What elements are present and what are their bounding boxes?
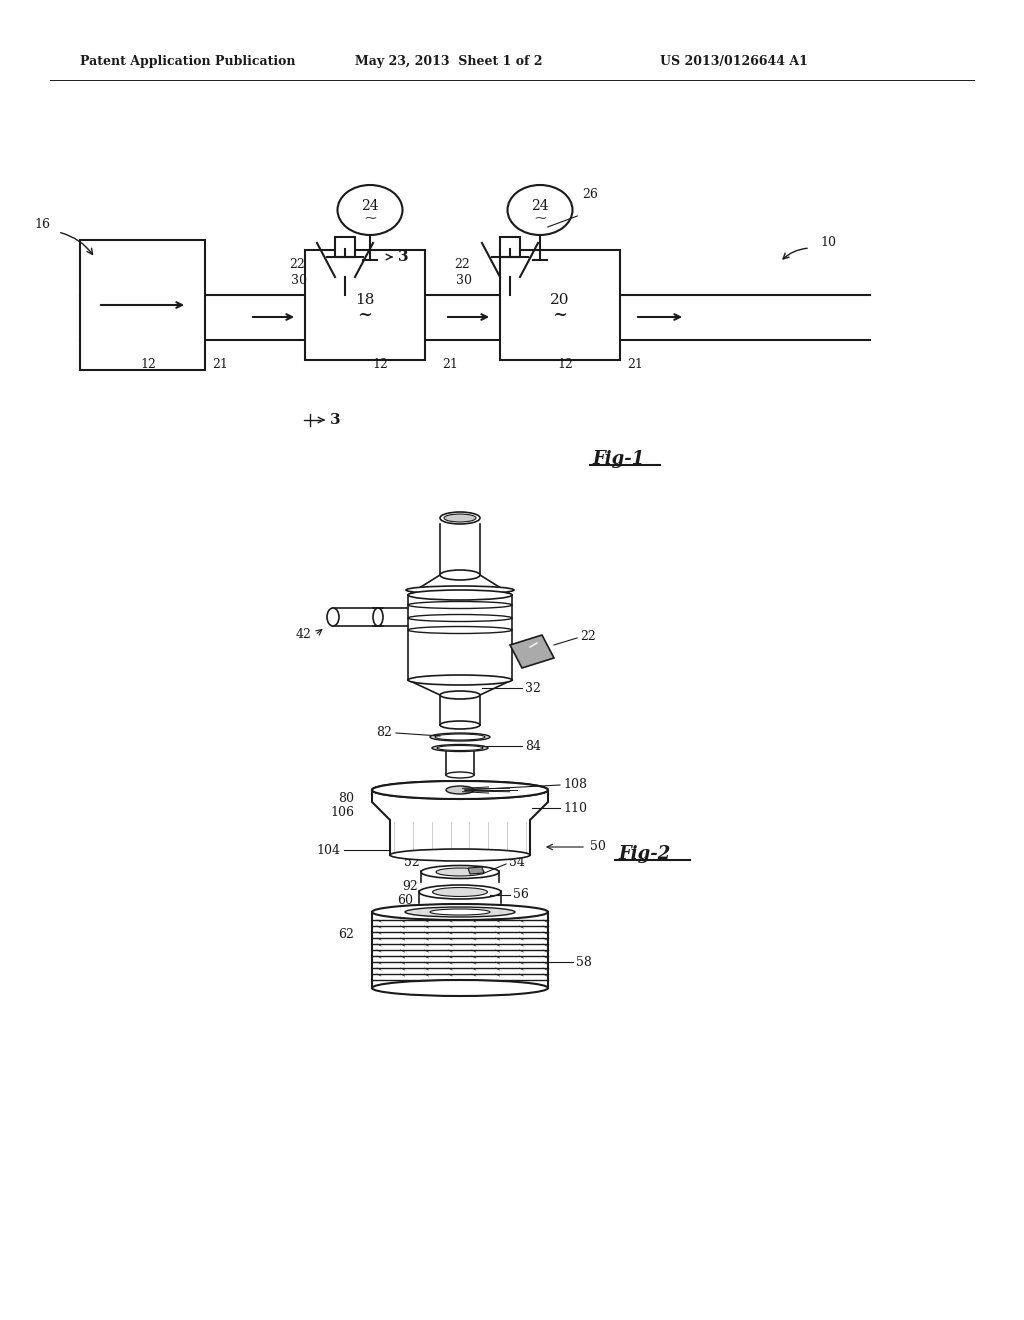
Ellipse shape <box>408 590 512 601</box>
Ellipse shape <box>372 781 548 799</box>
Ellipse shape <box>435 734 485 741</box>
Ellipse shape <box>437 746 483 751</box>
Text: Fig-1: Fig-1 <box>592 450 644 469</box>
Text: ~: ~ <box>362 210 377 227</box>
Text: Patent Application Publication: Patent Application Publication <box>80 55 296 69</box>
Ellipse shape <box>390 849 530 861</box>
Ellipse shape <box>372 781 548 799</box>
Ellipse shape <box>421 866 499 879</box>
Text: 106: 106 <box>330 805 354 818</box>
Bar <box>500 238 520 257</box>
Ellipse shape <box>408 675 512 685</box>
Bar <box>335 238 355 257</box>
Ellipse shape <box>508 185 572 235</box>
Text: 18: 18 <box>355 293 375 308</box>
Text: 3: 3 <box>398 249 409 264</box>
Ellipse shape <box>372 904 548 920</box>
Text: 10: 10 <box>820 236 836 249</box>
Polygon shape <box>468 867 484 874</box>
Ellipse shape <box>338 185 402 235</box>
Text: 22: 22 <box>289 259 305 272</box>
Text: 62: 62 <box>338 928 354 940</box>
Ellipse shape <box>436 869 484 876</box>
Text: 56: 56 <box>513 888 528 902</box>
Text: 30: 30 <box>291 273 307 286</box>
Text: ~: ~ <box>357 306 373 323</box>
Text: 110: 110 <box>563 801 587 814</box>
Ellipse shape <box>372 979 548 997</box>
Text: 26: 26 <box>582 189 598 202</box>
Ellipse shape <box>440 570 480 579</box>
Ellipse shape <box>373 609 383 626</box>
Text: 80: 80 <box>338 792 354 804</box>
Ellipse shape <box>444 513 476 521</box>
Text: ~: ~ <box>534 210 547 227</box>
Text: 21: 21 <box>442 358 458 371</box>
Ellipse shape <box>440 690 480 700</box>
Polygon shape <box>510 635 554 668</box>
Text: 54: 54 <box>509 857 525 870</box>
Text: ~: ~ <box>553 306 567 323</box>
Text: 30: 30 <box>456 273 472 286</box>
Bar <box>80 240 205 370</box>
Text: 82: 82 <box>376 726 392 739</box>
Text: 104: 104 <box>316 843 340 857</box>
Bar <box>500 294 620 304</box>
Ellipse shape <box>446 785 474 795</box>
Ellipse shape <box>327 609 339 626</box>
Ellipse shape <box>408 615 512 622</box>
Text: 21: 21 <box>627 358 643 371</box>
Text: 50: 50 <box>590 841 606 854</box>
Ellipse shape <box>440 512 480 524</box>
Ellipse shape <box>419 884 501 899</box>
Bar <box>305 249 425 360</box>
Text: 3: 3 <box>330 413 341 426</box>
Polygon shape <box>372 789 548 855</box>
Ellipse shape <box>432 887 487 896</box>
Ellipse shape <box>408 602 512 609</box>
Text: 92: 92 <box>402 880 418 894</box>
Text: May 23, 2013  Sheet 1 of 2: May 23, 2013 Sheet 1 of 2 <box>355 55 543 69</box>
Text: 22: 22 <box>580 630 596 643</box>
Bar <box>305 333 425 341</box>
Text: 12: 12 <box>557 358 573 371</box>
Ellipse shape <box>406 907 515 917</box>
Text: Fig-2: Fig-2 <box>618 845 671 863</box>
Ellipse shape <box>446 744 474 751</box>
Text: 12: 12 <box>140 358 156 371</box>
Text: US 2013/0126644 A1: US 2013/0126644 A1 <box>660 55 808 69</box>
Bar <box>500 333 620 341</box>
Text: 24: 24 <box>361 199 379 213</box>
Text: 58: 58 <box>575 956 592 969</box>
Ellipse shape <box>430 733 490 741</box>
Ellipse shape <box>440 721 480 729</box>
Text: 32: 32 <box>525 681 541 694</box>
Text: 60: 60 <box>397 894 413 907</box>
Bar <box>305 294 425 304</box>
Ellipse shape <box>406 586 514 594</box>
Text: 84: 84 <box>525 739 541 752</box>
Text: 16: 16 <box>34 219 50 231</box>
Text: 52: 52 <box>404 855 420 869</box>
Ellipse shape <box>446 772 474 777</box>
Text: 20: 20 <box>550 293 569 308</box>
Ellipse shape <box>432 744 488 751</box>
Ellipse shape <box>408 627 512 634</box>
Text: 42: 42 <box>295 628 311 642</box>
Text: 24: 24 <box>531 199 549 213</box>
Text: 21: 21 <box>212 358 228 371</box>
Text: 12: 12 <box>372 358 388 371</box>
Bar <box>500 249 620 360</box>
Ellipse shape <box>430 909 490 915</box>
Text: 22: 22 <box>455 259 470 272</box>
Text: 108: 108 <box>563 777 587 791</box>
